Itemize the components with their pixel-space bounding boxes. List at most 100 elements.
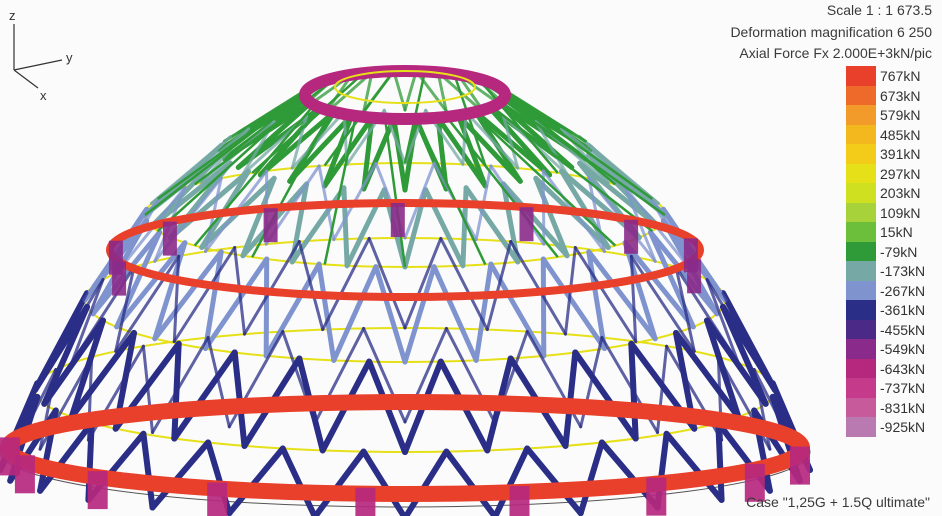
- lattice-member: [500, 181, 570, 259]
- lattice-member: [572, 349, 639, 442]
- legend-item: -643kN: [846, 358, 934, 378]
- lattice-member: [240, 175, 277, 259]
- lattice-member: [487, 105, 553, 178]
- scale-text: Scale 1 : 1 673.5: [826, 2, 932, 18]
- lattice-member: [172, 254, 181, 343]
- upper-post: [162, 221, 177, 256]
- legend-item: 485kN: [846, 124, 934, 144]
- lattice-member: [321, 236, 371, 332]
- lattice-member: [402, 116, 419, 193]
- lattice-member: [68, 317, 106, 420]
- legend-item: 391kN: [846, 144, 934, 164]
- upper-post: [683, 238, 698, 273]
- lattice-member: [534, 120, 569, 176]
- legend-swatch: [846, 183, 876, 203]
- lattice-member: [403, 236, 443, 330]
- lattice-member: [312, 448, 367, 516]
- lattice-member: [431, 264, 479, 363]
- crown-member: [251, 72, 365, 174]
- lattice-member: [509, 240, 567, 336]
- legend-label: -737kN: [880, 380, 926, 396]
- lattice-member: [705, 278, 740, 365]
- legend-label: 297kN: [880, 165, 921, 182]
- lattice-member: [42, 291, 89, 378]
- lattice-member: [488, 261, 547, 359]
- lattice-member: [540, 256, 607, 351]
- legend-label: -361kN: [880, 302, 926, 318]
- axis-y-label: y: [66, 50, 73, 65]
- legend-swatch: [846, 378, 876, 398]
- legend-swatch: [846, 85, 876, 105]
- crown-member: [471, 111, 617, 247]
- lattice-member: [436, 70, 448, 113]
- lattice-member: [629, 254, 638, 343]
- lattice-member: [263, 256, 270, 359]
- force-legend: 767kN 673kN 579kN 485kN 391kN 297kN 203kN 109kN…: [846, 66, 934, 437]
- lattice-member: [203, 249, 224, 351]
- upper-post: [390, 203, 405, 237]
- lattice-member: [360, 448, 408, 516]
- lattice-member: [586, 249, 607, 351]
- legend-swatch: [846, 358, 876, 378]
- legend-label: -455kN: [880, 321, 926, 338]
- lattice-member: [322, 112, 355, 189]
- dome-frame: [0, 65, 813, 516]
- lattice-member: [533, 175, 570, 259]
- legend-item: -737kN: [846, 378, 934, 398]
- lattice-member: [341, 185, 350, 269]
- legend-item: 579kN: [846, 105, 934, 125]
- legend-label: 767kN: [880, 68, 921, 84]
- legend-label: 485kN: [880, 126, 921, 143]
- crown-compression-ring: [299, 65, 511, 125]
- crown-member: [193, 76, 339, 186]
- legend-item: -549kN: [846, 339, 934, 359]
- lattice-member: [140, 430, 156, 511]
- legend-swatch: [846, 105, 876, 125]
- lattice-member: [68, 330, 137, 420]
- legend-label: 109kN: [880, 204, 921, 221]
- lattice-member: [414, 69, 448, 113]
- axis-triad: [13, 24, 63, 89]
- legend-item: -267kN: [846, 280, 934, 300]
- legend-item: -79kN: [846, 241, 934, 261]
- crown-member: [445, 116, 559, 258]
- legend-item: 297kN: [846, 163, 934, 183]
- lattice-member: [114, 240, 188, 330]
- axial-force-text: Axial Force Fx 2.000E+3kN/pic: [739, 45, 932, 61]
- lattice-member: [257, 109, 337, 178]
- lattice-member: [152, 249, 224, 342]
- legend-label: 579kN: [880, 107, 921, 123]
- lattice-member: [455, 112, 523, 184]
- lattice-member: [203, 256, 270, 351]
- legend-swatch: [846, 300, 876, 320]
- lattice-member: [573, 246, 638, 343]
- lattice-member: [673, 330, 742, 420]
- axis-x-label: x: [40, 88, 47, 103]
- deformation-text: Deformation magnification 6 250: [730, 24, 932, 40]
- legend-item: 673kN: [846, 85, 934, 105]
- lattice-member: [674, 265, 696, 353]
- legend-item: -173kN: [846, 261, 934, 281]
- legend-label: -643kN: [880, 360, 926, 377]
- lattice-member: [663, 430, 725, 503]
- base-column: [355, 487, 376, 516]
- legend-item: 109kN: [846, 202, 934, 222]
- legend-label: -831kN: [880, 399, 926, 416]
- lattice-member: [464, 110, 520, 170]
- legend-label: 391kN: [880, 146, 921, 162]
- lattice-member: [149, 439, 212, 511]
- lattice-member: [704, 317, 742, 420]
- lattice-member: [622, 240, 696, 330]
- crown-member: [156, 82, 319, 200]
- legend-item: -361kN: [846, 300, 934, 320]
- lattice-member: [443, 448, 498, 516]
- lattice-member: [705, 278, 768, 378]
- upper-post: [519, 207, 534, 242]
- base-column: [790, 446, 810, 485]
- legend-label: 15kN: [880, 224, 913, 240]
- crown-member: [323, 115, 358, 265]
- lattice-member: [577, 439, 605, 516]
- lattice-member: [362, 70, 374, 113]
- lattice-member: [578, 135, 660, 205]
- legend-swatch: [846, 339, 876, 359]
